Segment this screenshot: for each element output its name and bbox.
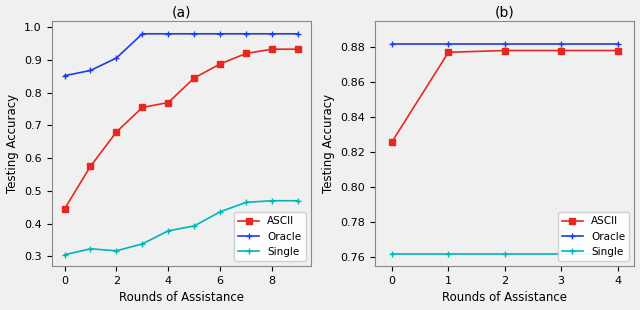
Oracle (501, 42, 509, 45)
ASCII (138, 106, 146, 109)
Single (501, 252, 509, 256)
Single (557, 252, 565, 256)
Single (268, 199, 276, 202)
ASCII (113, 130, 120, 134)
ASCII (445, 51, 452, 54)
Line: ASCII: ASCII (389, 48, 620, 144)
Oracle (445, 42, 452, 45)
Oracle (242, 32, 250, 36)
Legend: ASCII, Oracle, Single: ASCII, Oracle, Single (557, 212, 629, 261)
Title: (a): (a) (172, 6, 191, 20)
Line: Oracle: Oracle (62, 31, 301, 78)
ASCII (164, 101, 172, 104)
Single (138, 242, 146, 246)
Oracle (164, 32, 172, 36)
Single (164, 229, 172, 233)
ASCII (557, 49, 565, 52)
ASCII (190, 76, 198, 80)
Single (86, 247, 94, 251)
Oracle (294, 32, 301, 36)
Oracle (190, 32, 198, 36)
Oracle (268, 32, 276, 36)
Single (388, 252, 396, 256)
Oracle (614, 42, 621, 45)
ASCII (268, 47, 276, 51)
Oracle (557, 42, 565, 45)
Line: Single: Single (389, 251, 620, 257)
Single (61, 253, 68, 257)
ASCII (388, 140, 396, 144)
Title: (b): (b) (495, 6, 515, 20)
Single (216, 210, 224, 214)
Line: Single: Single (62, 198, 301, 258)
ASCII (501, 49, 509, 52)
Oracle (61, 74, 68, 78)
Single (614, 252, 621, 256)
Single (113, 249, 120, 253)
Line: Oracle: Oracle (389, 41, 620, 46)
ASCII (216, 62, 224, 66)
Oracle (388, 42, 396, 45)
X-axis label: Rounds of Assistance: Rounds of Assistance (442, 291, 567, 304)
ASCII (242, 51, 250, 55)
Line: ASCII: ASCII (62, 46, 301, 212)
Oracle (138, 32, 146, 36)
X-axis label: Rounds of Assistance: Rounds of Assistance (119, 291, 244, 304)
Oracle (216, 32, 224, 36)
Y-axis label: Testing Accuracy: Testing Accuracy (6, 94, 19, 193)
ASCII (61, 207, 68, 211)
Y-axis label: Testing Accuracy: Testing Accuracy (322, 94, 335, 193)
Single (294, 199, 301, 202)
Single (445, 252, 452, 256)
Oracle (113, 56, 120, 60)
Single (242, 201, 250, 204)
Legend: ASCII, Oracle, Single: ASCII, Oracle, Single (234, 212, 306, 261)
ASCII (86, 165, 94, 168)
ASCII (614, 49, 621, 52)
Single (190, 224, 198, 228)
Oracle (86, 69, 94, 72)
ASCII (294, 47, 301, 51)
